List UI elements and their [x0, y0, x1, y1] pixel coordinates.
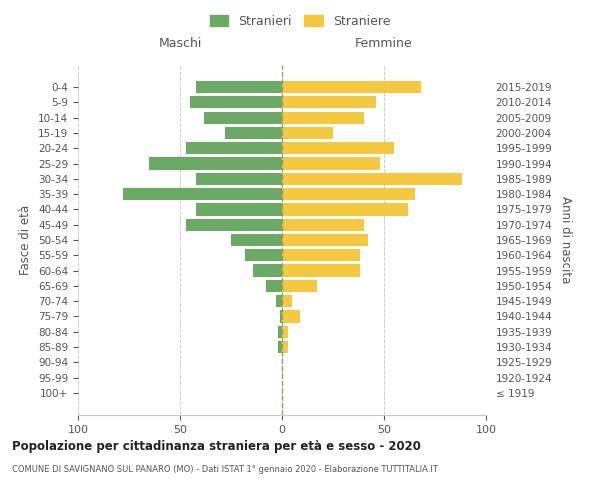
Bar: [196, 204, 282, 216]
Bar: [282, 218, 364, 231]
Bar: [149, 158, 282, 170]
Bar: [282, 264, 359, 276]
Bar: [282, 341, 288, 353]
Bar: [282, 96, 376, 108]
Bar: [190, 96, 282, 108]
Bar: [282, 188, 415, 200]
Bar: [245, 249, 282, 262]
Bar: [280, 310, 282, 322]
Bar: [253, 264, 282, 276]
Bar: [282, 172, 461, 185]
Bar: [282, 142, 394, 154]
Bar: [205, 112, 282, 124]
Bar: [123, 188, 282, 200]
Text: Femmine: Femmine: [355, 37, 413, 50]
Bar: [278, 341, 282, 353]
Bar: [186, 142, 282, 154]
Bar: [282, 234, 368, 246]
Bar: [282, 204, 409, 216]
Bar: [282, 280, 317, 292]
Y-axis label: Anni di nascita: Anni di nascita: [559, 196, 572, 284]
Bar: [282, 81, 421, 93]
Legend: Stranieri, Straniere: Stranieri, Straniere: [206, 11, 394, 32]
Bar: [196, 172, 282, 185]
Bar: [282, 295, 292, 308]
Text: Popolazione per cittadinanza straniera per età e sesso - 2020: Popolazione per cittadinanza straniera p…: [12, 440, 421, 453]
Bar: [266, 280, 282, 292]
Bar: [196, 81, 282, 93]
Bar: [282, 310, 301, 322]
Text: COMUNE DI SAVIGNANO SUL PANARO (MO) - Dati ISTAT 1° gennaio 2020 - Elaborazione : COMUNE DI SAVIGNANO SUL PANARO (MO) - Da…: [12, 465, 438, 474]
Y-axis label: Fasce di età: Fasce di età: [19, 205, 32, 275]
Bar: [276, 295, 282, 308]
Bar: [282, 127, 333, 139]
Bar: [278, 326, 282, 338]
Bar: [282, 112, 364, 124]
Bar: [282, 326, 288, 338]
Text: Maschi: Maschi: [158, 37, 202, 50]
Bar: [231, 234, 282, 246]
Bar: [225, 127, 282, 139]
Bar: [186, 218, 282, 231]
Bar: [282, 249, 359, 262]
Bar: [282, 158, 380, 170]
